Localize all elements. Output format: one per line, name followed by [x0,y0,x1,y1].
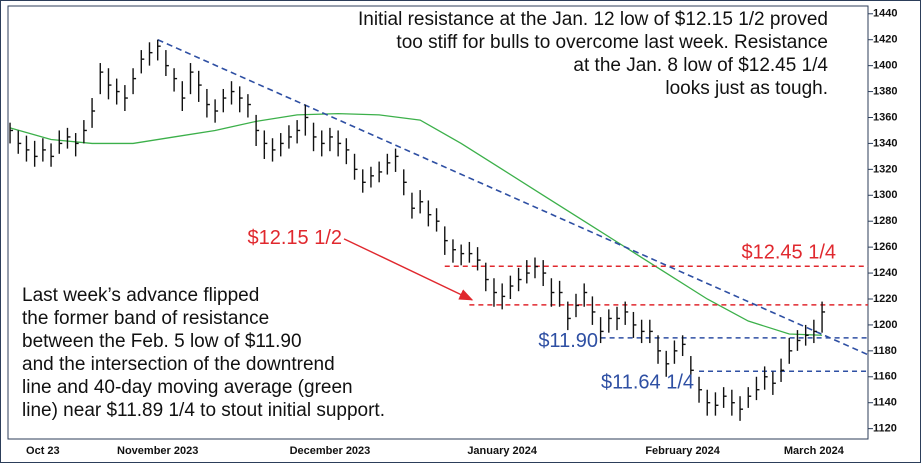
y-tick-label: 1340 [873,137,897,149]
y-tick-label: 1400 [873,60,897,72]
y-tick-label: 1420 [873,34,897,46]
y-tick-label: 1120 [873,423,897,435]
y-tick-label: 1280 [873,215,897,227]
y-tick-label: 1240 [873,267,897,279]
annotation: Initial resistance at the Jan. 12 low of… [358,9,828,30]
y-tick-label: 1160 [873,371,897,383]
y-tick-label: 1320 [873,163,897,175]
y-tick-label: 1360 [873,111,897,123]
y-tick-label: 1140 [873,397,897,409]
annotation: line) near $11.89 1/4 to stout initial s… [22,400,385,421]
annotation: at the Jan. 8 low of $12.45 1/4 [573,55,828,76]
x-tick-label: February 2024 [645,445,720,457]
annotation: and the intersection of the downtrend [22,354,335,375]
x-tick-label: November 2023 [117,445,198,457]
x-tick-label: January 2024 [467,445,538,457]
y-tick-label: 1220 [873,293,897,305]
annotation: too stiff for bulls to overcome last wee… [396,32,828,53]
y-tick-label: 1380 [873,85,897,97]
y-tick-label: 1300 [873,189,897,201]
annotation: the former band of resistance [22,308,269,329]
arrow [343,238,474,301]
x-tick-label: Oct 23 [26,445,60,457]
y-tick-label: 1440 [873,8,897,20]
annotation: between the Feb. 5 low of $11.90 [22,331,302,352]
level-label: $11.90 [538,330,598,352]
level-label: $11.64 1/4 [601,372,694,394]
annotation: looks just as tough. [665,78,828,99]
plot-border [7,5,869,440]
y-tick-label: 1180 [873,345,897,357]
y-tick-label: 1260 [873,241,897,253]
x-tick-label: March 2024 [784,445,845,457]
annotation: Last week’s advance flipped [22,285,259,306]
x-tick-label: December 2023 [290,445,371,457]
moving-average [9,112,823,336]
y-tick-label: 1200 [873,319,897,331]
level-label: $12.15 1/2 [247,227,342,249]
level-label: $12.45 1/4 [741,242,836,264]
annotation: line and 40-day moving average (green [22,377,353,398]
